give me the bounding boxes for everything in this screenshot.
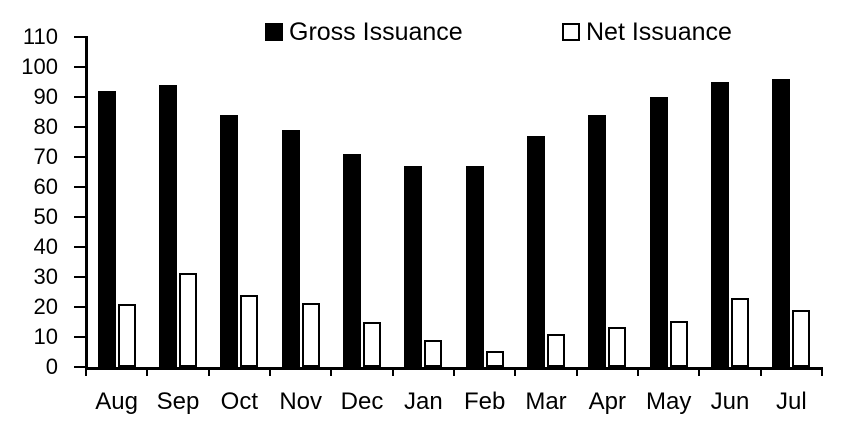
bar-net-issuance-apr — [608, 326, 627, 367]
y-axis-tick-label: 0 — [45, 354, 58, 379]
bar-net-issuance-nov — [301, 302, 320, 367]
x-axis-category-label: Dec — [340, 388, 384, 415]
y-axis-tick — [74, 96, 85, 98]
bar-net-issuance-dec — [363, 322, 381, 367]
bar-net-issuance-sep — [179, 272, 197, 367]
bar-gross-issuance-apr — [588, 115, 607, 367]
bar-gross-issuance-jul — [772, 79, 791, 367]
x-axis-category-label: Mar — [525, 388, 567, 415]
x-axis-tick — [575, 367, 578, 376]
bar-net-issuance-jun — [731, 298, 749, 367]
x-axis-category-label: May — [645, 388, 692, 415]
x-axis-tick — [637, 367, 639, 376]
y-axis-tick-label: 90 — [33, 84, 58, 109]
y-axis-tick-label: 50 — [33, 204, 58, 229]
x-axis-tick — [453, 367, 455, 376]
y-axis-tick-label: 80 — [33, 114, 58, 139]
x-axis-category-label: Jul — [775, 388, 807, 415]
x-axis-tick — [207, 367, 210, 376]
bar-net-issuance-oct — [240, 295, 259, 367]
y-axis-tick-label: 20 — [33, 294, 58, 319]
x-axis-category-label: Feb — [463, 388, 506, 415]
bar-net-issuance-feb — [485, 350, 504, 367]
y-axis-tick-label: 40 — [33, 234, 58, 259]
y-axis-tick — [74, 306, 85, 308]
bar-net-issuance-jul — [792, 310, 811, 367]
bar-net-issuance-aug — [117, 304, 136, 367]
y-axis-tick — [74, 156, 85, 158]
x-axis-tick — [330, 367, 333, 376]
bar-gross-issuance-dec — [343, 154, 361, 367]
y-axis-tick-label: 60 — [33, 174, 58, 199]
y-axis-tick-label: 70 — [33, 144, 58, 169]
y-axis-tick-label: 100 — [21, 54, 58, 79]
x-axis-tick — [146, 367, 149, 376]
bar-gross-issuance-may — [649, 97, 668, 367]
x-axis-category-label: Sep — [156, 388, 200, 415]
x-axis-tick — [514, 367, 517, 376]
x-axis-category-label: Apr — [588, 388, 626, 415]
x-axis-category-label: Nov — [279, 388, 322, 415]
legend-label-gross-issuance: Gross Issuance — [289, 18, 463, 46]
y-axis-tick — [74, 246, 85, 248]
legend-label-net-issuance: Net Issuance — [586, 18, 732, 46]
net-issuance-swatch-icon — [562, 23, 580, 41]
bar-gross-issuance-aug — [97, 91, 116, 367]
bar-net-issuance-jan — [424, 340, 443, 367]
x-axis-category-label: Aug — [95, 388, 138, 415]
x-axis-category-label: Jun — [710, 388, 750, 415]
bar-gross-issuance-jan — [404, 166, 423, 367]
y-axis-tick-label: 110 — [22, 24, 58, 49]
y-axis-tick — [74, 186, 85, 188]
x-axis-category-label: Oct — [220, 388, 258, 415]
y-axis-tick — [74, 276, 85, 278]
x-axis-tick — [698, 367, 701, 376]
y-axis-tick — [74, 336, 85, 338]
x-axis-tick — [391, 367, 394, 376]
bar-gross-issuance-nov — [281, 130, 300, 367]
y-axis-tick — [74, 36, 85, 38]
y-axis-tick — [74, 366, 85, 368]
x-axis-tick — [269, 367, 271, 376]
x-axis-tick — [759, 367, 762, 376]
legend-item-gross-issuance: Gross Issuance — [265, 17, 463, 47]
gross-issuance-swatch-icon — [265, 23, 283, 41]
y-axis-tick-label: 10 — [33, 324, 58, 349]
y-axis-tick — [74, 126, 85, 128]
bar-net-issuance-mar — [547, 334, 565, 367]
bar-gross-issuance-oct — [220, 115, 239, 367]
legend-item-net-issuance: Net Issuance — [562, 17, 732, 47]
bar-gross-issuance-sep — [159, 85, 177, 367]
x-axis-category-label: Jan — [403, 388, 443, 415]
bar-net-issuance-may — [669, 320, 688, 367]
y-axis-tick — [74, 66, 85, 68]
bar-gross-issuance-mar — [527, 136, 545, 367]
x-axis-tick — [821, 367, 823, 376]
x-axis-tick — [85, 367, 87, 376]
bar-gross-issuance-feb — [465, 166, 484, 367]
y-axis-tick-label: 30 — [33, 264, 58, 289]
y-axis-line — [85, 36, 88, 370]
bar-gross-issuance-jun — [711, 82, 729, 367]
y-axis-tick — [74, 216, 85, 218]
